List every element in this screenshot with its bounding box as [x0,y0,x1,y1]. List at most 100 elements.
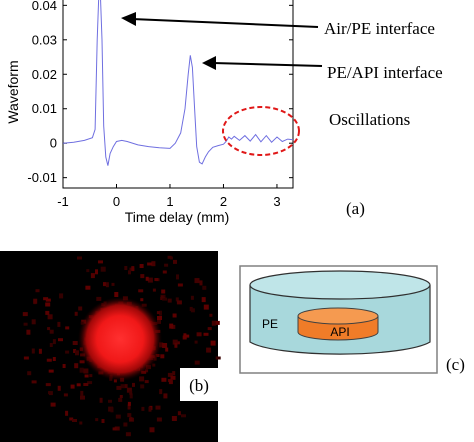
speckle [175,341,180,345]
speckle [190,295,194,300]
speckle [77,256,82,260]
panel-b-label: (b) [189,376,209,395]
speckle [171,324,176,329]
panel-c-schematic: PE API [239,265,438,374]
speckle [202,285,207,290]
speckle [156,417,162,422]
speckle [129,390,133,395]
speckle [116,385,122,390]
speckle [35,289,40,293]
speckle [199,280,203,286]
speckle [176,300,182,305]
speckle [167,255,172,259]
speckle [194,340,198,344]
speckle [127,401,131,406]
panel-c-label: (c) [446,355,465,374]
speckle [105,282,109,288]
speckle [46,358,52,362]
speckle [49,329,54,334]
speckle [214,320,220,325]
speckle [95,418,99,422]
speckle [89,374,93,378]
speckle [147,262,153,266]
y-axis-label: Waveform [5,60,21,123]
speckle [58,338,63,342]
speckle [31,348,35,354]
speckle [45,383,51,387]
oscillations-label: Oscillations [329,110,410,129]
speckle [128,270,131,275]
speckle [129,393,133,399]
speckle [80,395,85,400]
speckle [145,276,149,281]
speckle [160,295,164,299]
speckle [168,380,173,385]
speckle [144,380,149,384]
speckle [165,347,169,352]
speckle [156,311,160,315]
speckle [57,321,61,327]
speckle [31,380,37,384]
speckle [59,293,64,299]
speckle [140,274,145,279]
y-tick-label: 0.01 [32,101,57,116]
speckle [33,298,38,304]
speckle [164,263,169,267]
red-spot [78,297,162,381]
speckle [169,323,174,329]
speckle [162,343,168,348]
y-axis: -0.01 0 0.01 0.02 0.03 0.04 [27,0,293,185]
speckle [65,410,69,416]
speckle [45,302,51,307]
speckle [163,393,168,399]
speckle [124,266,128,270]
x-tick-label: 2 [220,194,227,209]
speckle [127,413,132,418]
speckle [215,356,221,360]
speckle [72,341,78,345]
speckle [124,384,128,389]
x-tick-label: 3 [273,194,280,209]
speckle [167,372,173,377]
speckle [73,349,77,353]
speckle [157,316,162,320]
speckle [101,419,105,423]
speckle [114,292,119,297]
speckle [139,376,145,382]
speckle [210,340,216,346]
speckle [47,314,53,320]
speckle [75,350,79,356]
speckle [194,360,200,365]
speckle [125,432,131,437]
speckle [57,385,61,391]
speckle [49,343,53,347]
speckle [155,405,161,410]
speckle [95,269,98,275]
speckle [62,364,66,368]
speckle [70,384,75,389]
speckle [127,404,131,410]
y-tick-label: -0.01 [27,170,57,185]
y-tick-label: 0 [50,136,57,151]
speckle [147,277,153,283]
speckle [173,259,177,264]
panel-b-image [0,251,221,442]
speckle [154,278,159,281]
x-axis: -1 0 1 2 3 [57,184,281,209]
speckle [50,402,56,407]
speckle [45,298,51,302]
speckle [111,282,115,286]
y-tick-label: 0.03 [32,32,57,47]
x-axis-label: Time delay (mm) [125,209,230,225]
speckle [90,273,95,279]
speckle [183,333,187,339]
panel-b-label-box [180,368,218,401]
x-tick-label: -1 [57,194,69,209]
speckle [100,266,106,272]
pe-api-arrow [202,56,323,70]
speckle [207,327,212,331]
speckle [108,399,112,403]
speckle [79,421,83,425]
speckle [162,297,168,301]
